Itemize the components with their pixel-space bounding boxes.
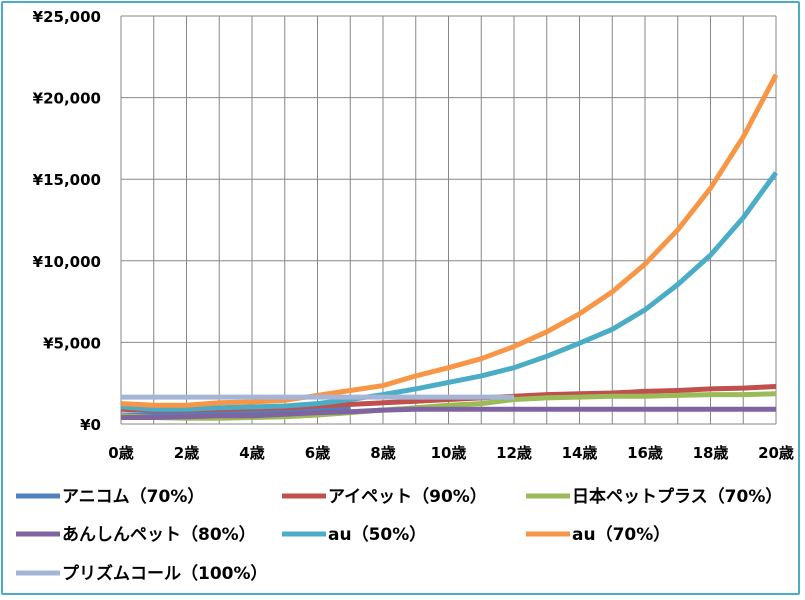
y-tick-label: ¥10,000	[33, 253, 101, 271]
y-tick-label: ¥15,000	[33, 171, 101, 189]
series-line-4	[120, 171, 779, 412]
y-axis-ticks: ¥0 ¥5,000 ¥10,000 ¥15,000 ¥20,000 ¥25,000	[33, 8, 101, 434]
x-tick-label: 12歳	[496, 444, 532, 462]
x-tick-label: 8歳	[370, 444, 395, 462]
legend-item-2: 日本ペットプラス（70%）	[526, 486, 782, 507]
legend-label: あんしんペット（80%）	[62, 524, 256, 545]
legend-item-1: アイペット（90%）	[282, 486, 487, 507]
legend-label: アイペット（90%）	[328, 486, 487, 507]
legend-label: au（50%）	[328, 524, 426, 545]
x-tick-label: 6歳	[305, 444, 330, 462]
legend-item-4: au（50%）	[282, 524, 426, 545]
x-tick-label: 16歳	[627, 444, 663, 462]
legend: アニコム（70%） アイペット（90%） 日本ペットプラス（70%） あんしんペット（…	[16, 486, 782, 584]
legend-item-0: アニコム（70%）	[16, 486, 204, 507]
x-tick-label: 20歳	[758, 444, 794, 462]
x-tick-label: 4歳	[239, 444, 264, 462]
series-line-5	[120, 73, 779, 408]
x-tick-label: 0歳	[108, 444, 133, 462]
series-lines	[120, 73, 779, 421]
y-tick-label: ¥25,000	[33, 8, 101, 26]
x-tick-label: 10歳	[431, 444, 467, 462]
legend-item-3: あんしんペット（80%）	[16, 524, 256, 545]
x-tick-label: 18歳	[693, 444, 729, 462]
legend-label: アニコム（70%）	[62, 486, 204, 507]
y-tick-label: ¥5,000	[43, 334, 101, 352]
series-line-3	[121, 406, 776, 420]
y-tick-label: ¥20,000	[33, 90, 101, 108]
x-tick-label: 2歳	[174, 444, 199, 462]
legend-label: 日本ペットプラス（70%）	[572, 486, 782, 507]
legend-item-6: プリズムコール（100%）	[16, 563, 268, 584]
grid	[120, 15, 777, 425]
y-tick-label: ¥0	[80, 416, 101, 434]
legend-label: プリズムコール（100%）	[62, 563, 268, 584]
x-tick-label: 14歳	[562, 444, 598, 462]
legend-item-5: au（70%）	[526, 524, 670, 545]
x-axis-ticks: 0歳 2歳 4歳 6歳 8歳 10歳 12歳 14歳 16歳 18歳 20歳	[108, 444, 794, 462]
legend-label: au（70%）	[572, 524, 670, 545]
